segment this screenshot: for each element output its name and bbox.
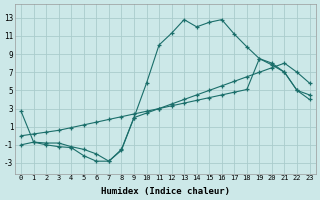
X-axis label: Humidex (Indice chaleur): Humidex (Indice chaleur) [101,187,230,196]
